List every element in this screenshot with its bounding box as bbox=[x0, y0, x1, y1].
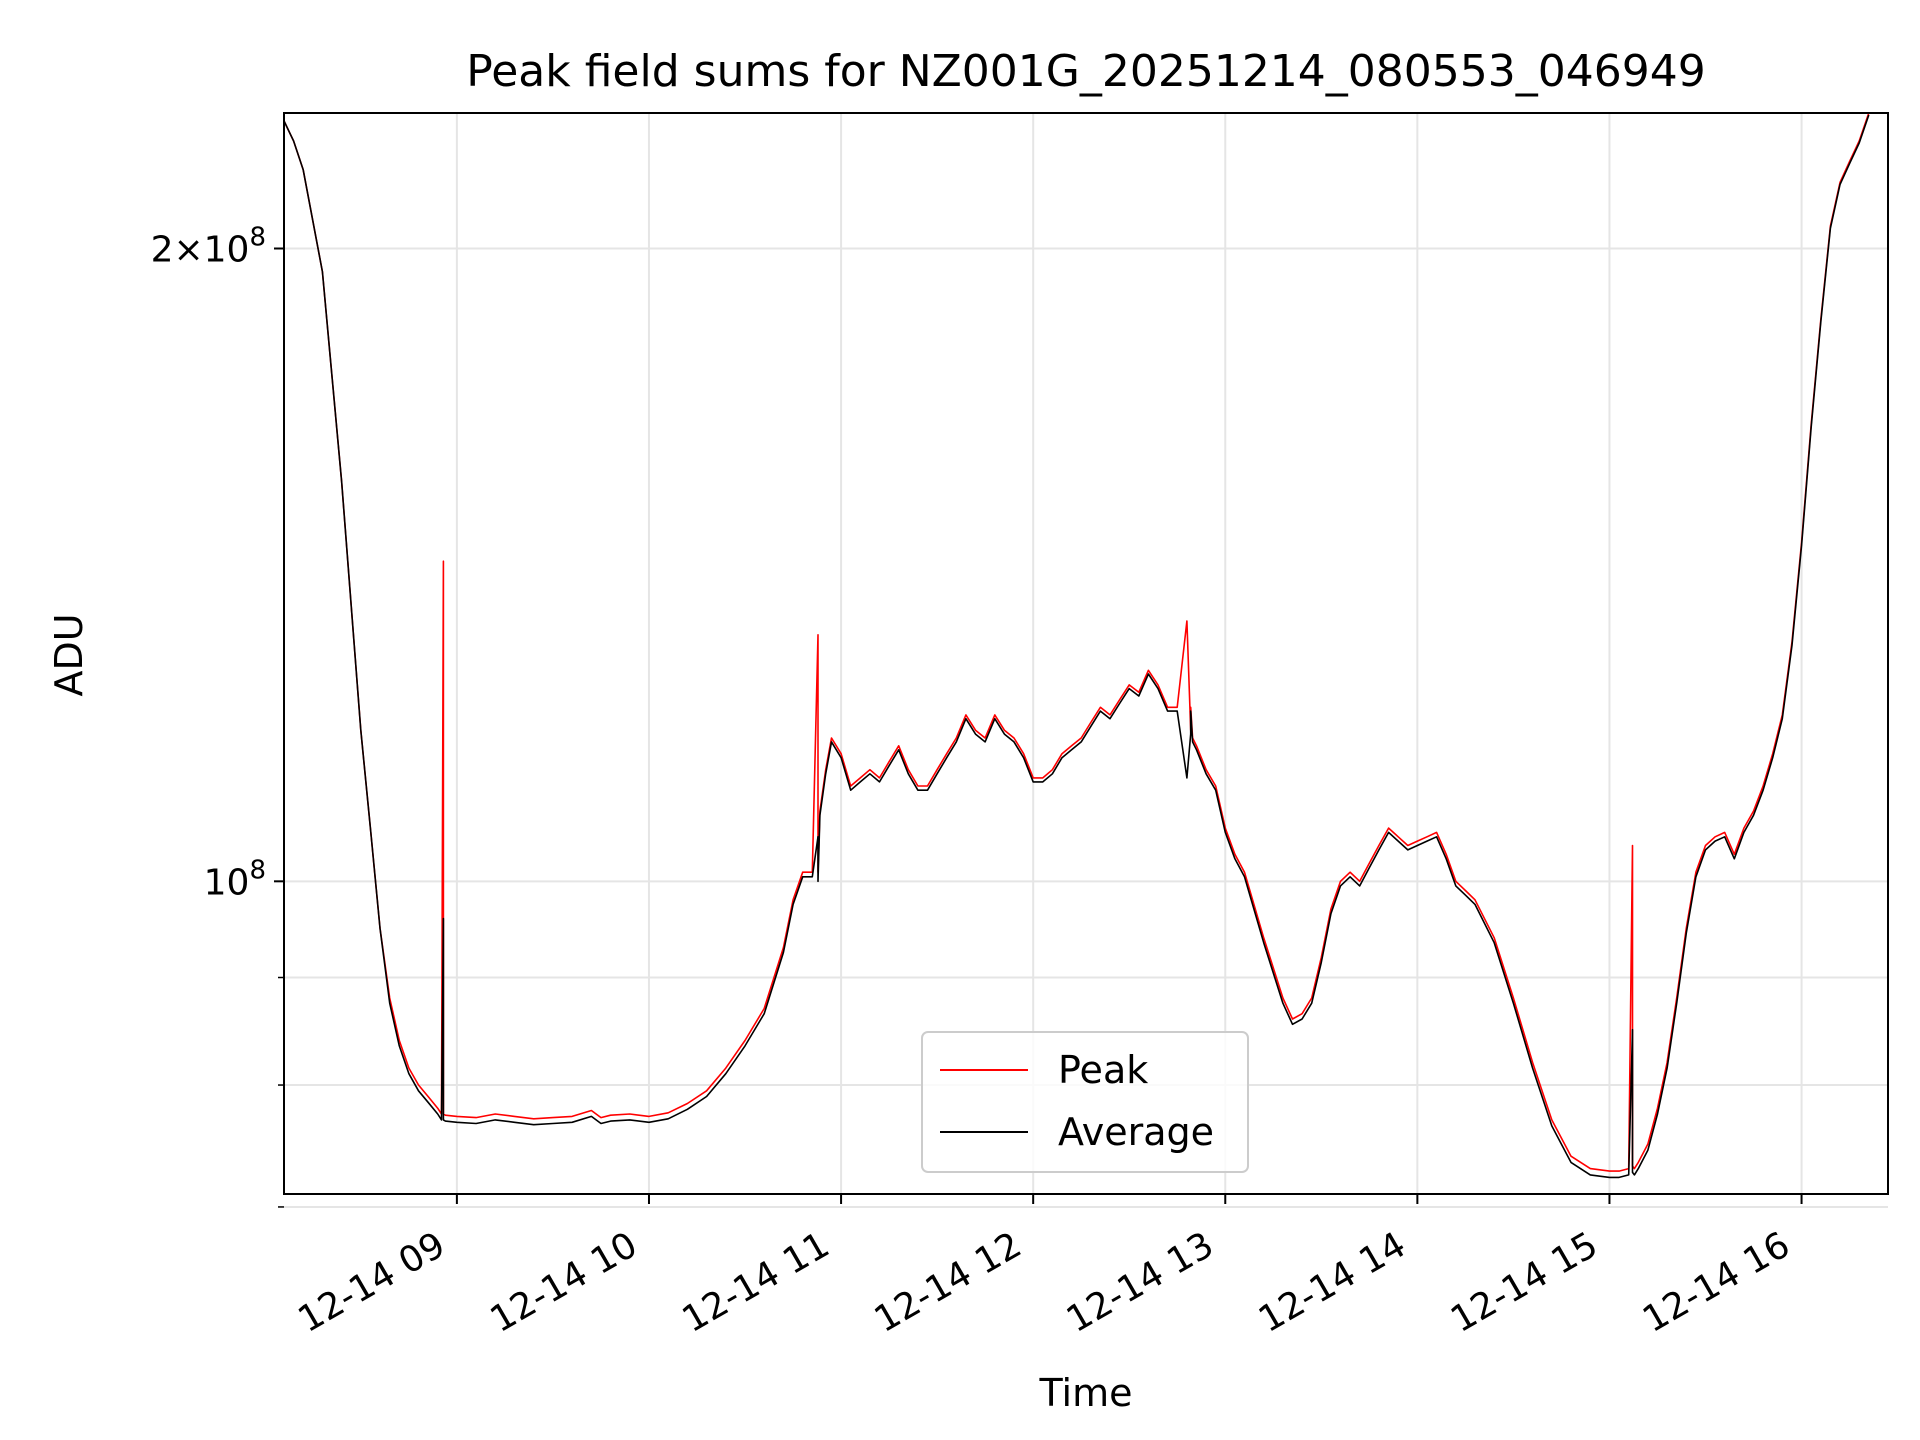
plot-frame bbox=[283, 112, 1889, 1195]
legend-label-peak: Peak bbox=[1058, 1048, 1148, 1092]
x-axis-label: Time bbox=[1039, 1371, 1133, 1415]
legend: Peak Average bbox=[921, 1031, 1249, 1173]
y-axis-label: ADU bbox=[47, 613, 91, 696]
y-tick-label: 108 bbox=[204, 855, 266, 903]
legend-label-average: Average bbox=[1058, 1110, 1214, 1154]
grid bbox=[284, 113, 1888, 1208]
series-line-peak bbox=[283, 112, 1870, 1172]
y-axis-ticks: 108 2×108 bbox=[151, 223, 284, 1208]
y-tick-label: 2×108 bbox=[151, 223, 266, 271]
chart-title: Peak field sums for NZ001G_20251214_0805… bbox=[466, 46, 1705, 97]
plot-lines bbox=[283, 112, 1870, 1179]
legend-box bbox=[921, 1031, 1249, 1173]
series-line-average bbox=[283, 114, 1870, 1179]
